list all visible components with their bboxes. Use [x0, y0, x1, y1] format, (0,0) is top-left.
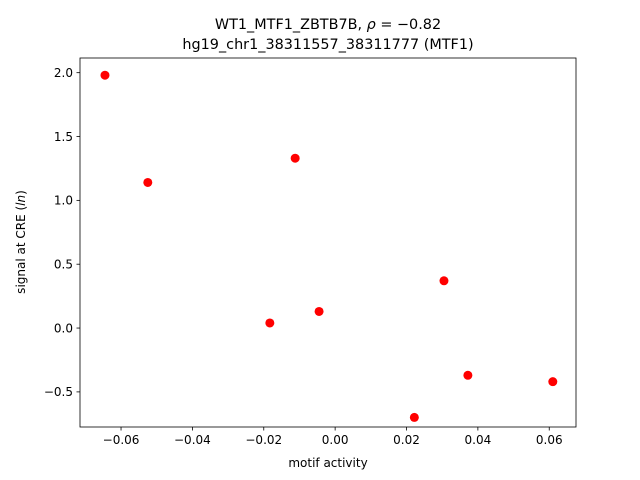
y-tick-label-2: 0.5 — [54, 258, 73, 272]
y-axis-label-prefix: signal at CRE ( — [14, 206, 28, 294]
x-tick-label-0: −0.06 — [103, 433, 140, 447]
x-tick-label-5: 0.04 — [465, 433, 492, 447]
y-tick-label-0: −0.5 — [44, 385, 73, 399]
x-tick-label-6: 0.06 — [536, 433, 563, 447]
axes-frame — [79, 57, 577, 428]
x-tick-label-3: 0.00 — [322, 433, 349, 447]
y-axis-label: signal at CRE (ln) — [14, 190, 28, 294]
chart-title-line2: hg19_chr1_38311557_38311777 (MTF1) — [182, 37, 473, 53]
data-point-6 — [463, 370, 473, 380]
title-rho-symbol: ρ — [367, 17, 376, 33]
x-axis-label: motif activity — [288, 456, 367, 470]
x-tick-label-4: 0.02 — [393, 433, 420, 447]
y-tick-label-3: 1.0 — [54, 194, 73, 208]
y-tick-label-4: 1.5 — [54, 130, 73, 144]
data-point-3 — [265, 318, 275, 328]
x-tick-label-2: −0.02 — [245, 433, 282, 447]
title-prefix: WT1_MTF1_ZBTB7B, — [215, 17, 367, 33]
data-point-7 — [409, 412, 419, 422]
plot-area: −0.06 −0.04 −0.02 0.00 0.02 0.04 0.06 −0.5 0.0 0.… — [44, 57, 577, 447]
y-tick-label-5: 2.0 — [54, 66, 73, 80]
y-axis-label-suffix: ) — [14, 190, 28, 195]
data-point-1 — [143, 177, 153, 187]
title-rho-value: = −0.82 — [376, 17, 441, 33]
data-point-0 — [100, 70, 110, 80]
data-point-4 — [314, 306, 324, 316]
y-tick-label-1: 0.0 — [54, 321, 73, 335]
data-point-5 — [439, 276, 449, 286]
y-axis-label-italic: ln — [14, 195, 28, 206]
chart-title-line1: WT1_MTF1_ZBTB7B, ρ = −0.82 — [215, 17, 441, 33]
data-point-8 — [548, 377, 558, 387]
data-point-2 — [290, 153, 300, 163]
x-tick-label-1: −0.04 — [174, 433, 211, 447]
